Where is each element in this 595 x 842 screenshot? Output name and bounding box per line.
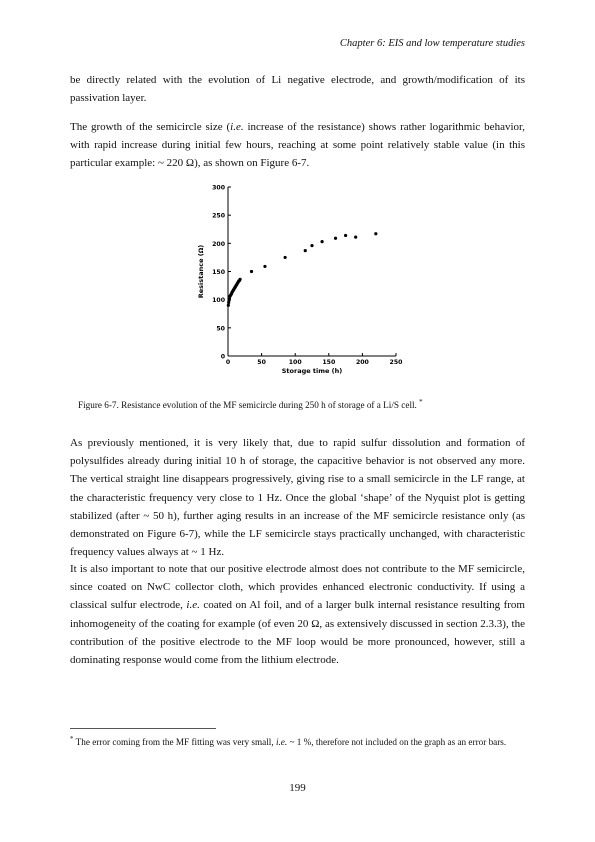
- footnote: * The error coming from the MF fitting w…: [70, 733, 525, 749]
- x-tick-label-200: 200: [356, 359, 370, 366]
- figure-caption-text: Figure 6-7. Resistance evolution of the …: [78, 400, 417, 411]
- paragraph-4: It is also important to note that our po…: [70, 560, 525, 669]
- chart-svg: 0 50 100 150 200 250 300 0 50 100 150 200 250 Storage…: [197, 185, 404, 376]
- y-tick-label-250: 250: [212, 213, 226, 220]
- x-tick-label-50: 50: [257, 359, 266, 366]
- y-tick-label-0: 0: [221, 354, 226, 361]
- running-header: Chapter 6: EIS and low temperature studi…: [339, 38, 525, 49]
- x-axis-title: Storage time (h): [282, 367, 343, 375]
- data-point: [249, 269, 254, 274]
- footnote-mark: *: [70, 735, 74, 743]
- page-number: 199: [289, 782, 306, 794]
- data-point: [238, 277, 242, 281]
- paragraph-4-ie: i.e.: [186, 599, 200, 612]
- paragraph-2-part-a: The growth of the semicircle size (: [70, 121, 231, 133]
- paragraph-4-part-b: coated on Al foil, and of a larger bulk …: [70, 599, 525, 667]
- resistance-chart: 0 50 100 150 200 250 300 0 50 100 150 200 250 Storage…: [190, 180, 410, 376]
- data-point: [354, 235, 358, 239]
- paragraph-2-part-b: increase of the resistance) shows rather…: [70, 121, 525, 170]
- y-axis-title: Resistance (Ω): [197, 245, 205, 299]
- data-point: [283, 255, 287, 260]
- footnote-divider: [70, 728, 216, 729]
- y-tick-label-200: 200: [212, 241, 226, 248]
- data-point: [310, 243, 314, 248]
- x-tick-label-100: 100: [289, 359, 303, 366]
- data-point: [344, 233, 348, 238]
- data-point: [226, 303, 230, 307]
- data-point: [303, 249, 307, 253]
- y-tick-label-100: 100: [212, 297, 226, 304]
- data-point: [320, 240, 324, 244]
- y-tick-label-150: 150: [212, 269, 226, 276]
- x-tick-label-150: 150: [322, 359, 336, 366]
- figure-6-7: 0 50 100 150 200 250 300 0 50 100 150 200 250 Storage…: [190, 180, 410, 376]
- paragraph-1: be directly related with the evolution o…: [70, 74, 525, 105]
- figure-caption-footnote-mark: *: [419, 398, 423, 406]
- paragraph-4-part-a: It is also important to note that our po…: [70, 563, 525, 612]
- footnote-text-b: ~ 1 %, therefore not included on the gra…: [287, 737, 507, 748]
- footnote-text-a: The error coming from the MF fitting was…: [73, 737, 276, 748]
- x-tick-label-250: 250: [390, 359, 404, 366]
- footnote-ie: i.e.: [275, 737, 288, 748]
- paragraph-2-ie: i.e.: [230, 121, 244, 133]
- figure-caption: Figure 6-7. Resistance evolution of the …: [78, 398, 423, 410]
- data-point: [263, 264, 267, 269]
- data-point: [374, 232, 378, 236]
- y-tick-label-50: 50: [216, 325, 225, 332]
- y-tick-label-300: 300: [212, 185, 226, 192]
- x-tick-label-0: 0: [226, 359, 231, 366]
- data-point: [333, 236, 338, 240]
- paragraph-3: As previously mentioned, it is very like…: [70, 437, 525, 559]
- paragraph-2: The growth of the semicircle size (i.e. …: [70, 118, 525, 173]
